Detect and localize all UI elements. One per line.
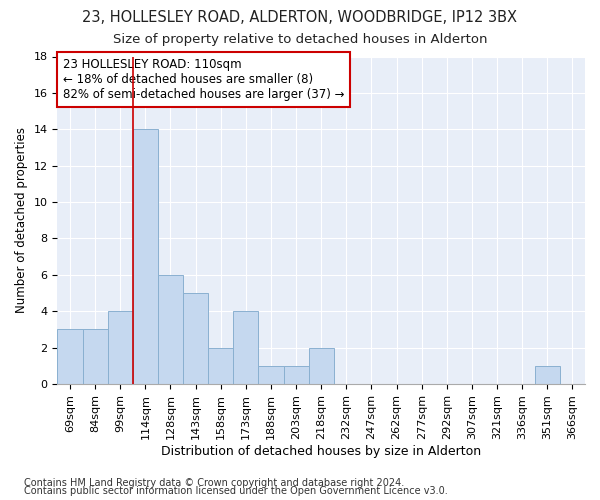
Bar [83,330,107,384]
Bar [259,366,284,384]
Text: 23 HOLLESLEY ROAD: 110sqm
← 18% of detached houses are smaller (8)
82% of semi-d: 23 HOLLESLEY ROAD: 110sqm ← 18% of detac… [62,58,344,101]
Bar [183,293,208,384]
Bar [535,366,560,384]
Bar [133,130,158,384]
Bar [58,330,83,384]
Bar [208,348,233,384]
Bar [308,348,334,384]
Text: Size of property relative to detached houses in Alderton: Size of property relative to detached ho… [113,32,487,46]
Y-axis label: Number of detached properties: Number of detached properties [15,128,28,314]
Bar [233,312,259,384]
Bar [107,312,133,384]
Text: Contains public sector information licensed under the Open Government Licence v3: Contains public sector information licen… [24,486,448,496]
Bar [158,275,183,384]
Text: Contains HM Land Registry data © Crown copyright and database right 2024.: Contains HM Land Registry data © Crown c… [24,478,404,488]
X-axis label: Distribution of detached houses by size in Alderton: Distribution of detached houses by size … [161,444,481,458]
Bar [284,366,308,384]
Text: 23, HOLLESLEY ROAD, ALDERTON, WOODBRIDGE, IP12 3BX: 23, HOLLESLEY ROAD, ALDERTON, WOODBRIDGE… [83,10,517,25]
